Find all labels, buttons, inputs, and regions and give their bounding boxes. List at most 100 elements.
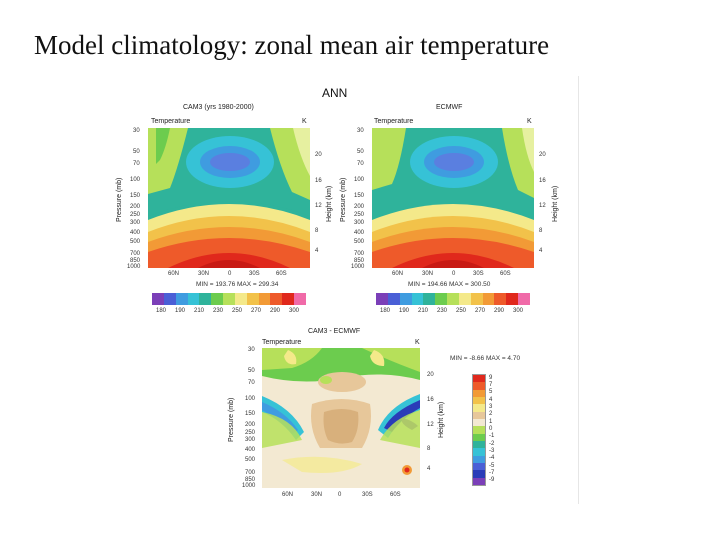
tr-xtick: 30S: [473, 271, 484, 277]
bottom-rtick: 12: [427, 422, 434, 428]
tr-rtick: 8: [539, 228, 543, 234]
legend-label: 1: [489, 419, 493, 425]
colorbar-swatch: [447, 293, 459, 305]
bottom-rtick: 8: [427, 446, 431, 452]
tl-cbtick: 290: [270, 308, 281, 314]
legend-label: 3: [489, 404, 493, 410]
tr-cbtick: 300: [513, 308, 524, 314]
colorbar-swatch: [473, 396, 485, 405]
bottom-stats: MIN = -8.66 MAX = 4.70: [450, 355, 521, 362]
tr-ytick: 50: [357, 149, 364, 155]
bottom-ytick: 250: [245, 430, 256, 436]
legend-label: -4: [489, 455, 495, 461]
tr-rtick: 4: [539, 248, 543, 254]
colorbar-swatch: [294, 293, 306, 305]
tr-ytick: 400: [354, 230, 365, 236]
tr-cbtick: 250: [456, 308, 467, 314]
colorbar-swatch: [199, 293, 212, 305]
bottom-ytick: 500: [245, 457, 256, 463]
tl-ytick: 300: [130, 220, 141, 226]
bottom-ytick: 300: [245, 437, 256, 443]
bottom-xtick: 60N: [282, 492, 294, 498]
tl-xtick: 30N: [198, 271, 210, 277]
colorbar-swatch: [211, 293, 224, 305]
tr-ytick: 100: [354, 177, 365, 183]
bottom-contour-plot: [262, 348, 420, 488]
tr-cbtick: 180: [380, 308, 391, 314]
colorbar-swatch: [518, 293, 530, 305]
tr-cbtick: 270: [475, 308, 486, 314]
bottom-rtick: 4: [427, 466, 431, 472]
bottom-ytick: 30: [248, 347, 255, 353]
colorbar-swatch: [473, 426, 485, 434]
bottom-xtick: 60S: [390, 492, 401, 498]
colorbar-swatch: [473, 375, 485, 383]
tl-ytick: 250: [130, 212, 141, 218]
tr-ytick: 700: [354, 251, 365, 257]
tl-xtick: 60S: [276, 271, 287, 277]
legend-label: 0: [489, 426, 493, 432]
colorbar-swatch: [473, 440, 485, 449]
tr-cbtick: 190: [399, 308, 410, 314]
tr-subtitle: ECMWF: [436, 104, 463, 111]
tl-cbtick: 300: [289, 308, 300, 314]
colorbar-swatch: [473, 382, 485, 390]
bottom-xtick: 30N: [311, 492, 323, 498]
bottom-xtick: 30S: [362, 492, 373, 498]
tl-colorbar: [152, 293, 306, 305]
colorbar-swatch: [506, 293, 519, 305]
tl-rtick: 20: [315, 152, 322, 158]
tl-cbtick: 250: [232, 308, 243, 314]
bottom-ytick: 200: [245, 422, 256, 428]
bottom-unit: K: [415, 339, 420, 346]
tl-unit: K: [302, 118, 307, 125]
legend-label: 2: [489, 411, 493, 417]
tr-cbtick: 290: [494, 308, 505, 314]
tl-subtitle: CAM3 (yrs 1980-2000): [183, 104, 254, 111]
legend-label: 5: [489, 389, 493, 395]
tl-ytick: 30: [133, 128, 140, 134]
colorbar-swatch: [234, 293, 247, 305]
tr-stats: MIN = 194.66 MAX = 300.50: [408, 281, 491, 288]
colorbar-swatch: [482, 293, 495, 305]
bottom-ytick: 50: [248, 368, 255, 374]
tl-ytick: 70: [133, 161, 140, 167]
tl-ytick: 700: [130, 251, 141, 257]
tr-ylabel-right: Height (km): [552, 185, 559, 222]
tl-ytick: 50: [133, 149, 140, 155]
colorbar-swatch: [282, 293, 295, 305]
colorbar-swatch: [435, 293, 448, 305]
colorbar-swatch: [152, 293, 164, 305]
legend-label: 7: [489, 382, 493, 388]
tl-ytick: 500: [130, 239, 141, 245]
tr-ytick: 150: [354, 193, 365, 199]
tl-ytick: 400: [130, 230, 141, 236]
tr-cbtick: 210: [418, 308, 429, 314]
tr-rtick: 16: [539, 178, 546, 184]
colorbar-swatch: [423, 293, 436, 305]
colorbar-swatch: [473, 448, 485, 456]
colorbar-swatch: [473, 433, 485, 441]
tl-cbtick: 210: [194, 308, 205, 314]
colorbar-swatch: [473, 411, 485, 419]
colorbar-swatch: [246, 293, 259, 305]
colorbar-swatch: [473, 455, 485, 463]
tr-ytick: 250: [354, 212, 365, 218]
bottom-var: Temperature: [262, 339, 302, 346]
colorbar-swatch: [473, 404, 485, 412]
legend-label: 9: [489, 375, 493, 381]
tr-unit: K: [527, 118, 532, 125]
tr-cbtick: 230: [437, 308, 448, 314]
legend-label: -3: [489, 448, 495, 454]
bottom-ylabel-right: Height (km): [438, 401, 445, 438]
legend-label: -7: [489, 470, 495, 476]
tl-ytick: 850: [130, 258, 141, 264]
tr-xtick: 60S: [500, 271, 511, 277]
tl-ylabel-right: Height (km): [326, 185, 333, 222]
tr-ytick: 70: [357, 161, 364, 167]
figure-header: ANN: [322, 86, 348, 100]
bottom-ytick: 150: [245, 411, 256, 417]
bottom-rtick: 20: [427, 372, 434, 378]
tl-rtick: 4: [315, 248, 319, 254]
tl-ytick: 200: [130, 204, 141, 210]
